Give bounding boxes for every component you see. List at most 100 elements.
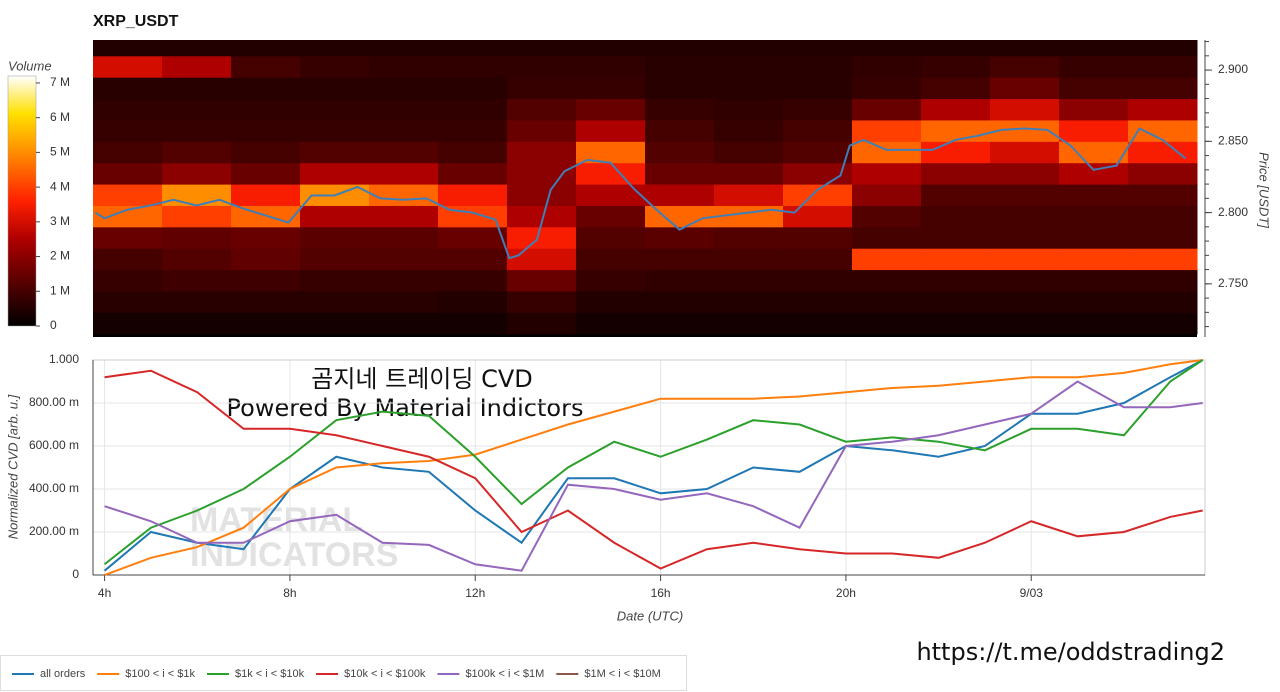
heatmap-cell xyxy=(1059,55,1129,78)
y-axis-title: Normalized CVD [arb. u.] xyxy=(5,394,20,539)
colorbar-tick-label: 5 M xyxy=(50,145,70,159)
y-tick-label: 2.850 xyxy=(1218,133,1248,147)
legend-label: $100k < i < $1M xyxy=(465,668,544,680)
heatmap-cell xyxy=(300,205,370,228)
heatmap-cell xyxy=(990,290,1060,313)
heatmap-cell xyxy=(1128,98,1198,121)
heatmap-cell xyxy=(576,162,646,185)
heatmap-cell xyxy=(645,290,715,313)
heatmap-cell xyxy=(507,55,577,78)
heatmap-cell xyxy=(576,312,646,335)
heatmap-cell xyxy=(852,248,922,271)
cvd-line xyxy=(104,369,1203,570)
heatmap-cell xyxy=(369,40,439,57)
colorbar-tick-label: 7 M xyxy=(50,75,70,89)
heatmap-cell xyxy=(852,98,922,121)
heatmap-cell xyxy=(852,40,922,57)
heatmap-cell xyxy=(714,312,784,335)
chart-title: XRP_USDT xyxy=(93,13,179,30)
heatmap-cell xyxy=(921,119,991,142)
heatmap-cell xyxy=(1128,77,1198,100)
heatmap-cell xyxy=(438,226,508,249)
heatmap-cell xyxy=(852,77,922,100)
heatmap-cell xyxy=(162,248,232,271)
heatmap-cell xyxy=(300,290,370,313)
heatmap-cell xyxy=(645,184,715,206)
heatmap-cell xyxy=(1059,269,1129,292)
heatmap-cell xyxy=(369,141,439,164)
heatmap-cell xyxy=(1128,141,1198,164)
heatmap-cell xyxy=(507,205,577,228)
heatmap-cell xyxy=(300,312,370,335)
heatmap-cell xyxy=(1128,312,1198,335)
heatmap-cell xyxy=(1128,205,1198,228)
heatmap-cell xyxy=(1128,184,1198,206)
heatmap-cell xyxy=(645,162,715,185)
heatmap-cell xyxy=(921,141,991,164)
heatmap-cell xyxy=(990,205,1060,228)
heatmap-cell xyxy=(921,98,991,121)
heatmap-cell xyxy=(369,205,439,228)
watermark: INDICATORS xyxy=(190,536,398,574)
heatmap-cell xyxy=(162,119,232,142)
x-tick-label: 12h xyxy=(465,586,485,600)
heatmap-cell xyxy=(93,55,163,78)
heatmap-cell xyxy=(507,40,577,57)
heatmap-cell xyxy=(990,312,1060,335)
heatmap-cell xyxy=(438,98,508,121)
heatmap-cell xyxy=(1059,77,1129,100)
heatmap-cell xyxy=(645,55,715,78)
heatmap-cell xyxy=(507,290,577,313)
heatmap-cell xyxy=(369,312,439,335)
colorbar-tick-label: 2 M xyxy=(50,249,70,263)
heatmap-cell xyxy=(231,141,301,164)
heatmap-cell xyxy=(1128,55,1198,78)
heatmap-cell xyxy=(645,98,715,121)
heatmap-cell xyxy=(507,98,577,121)
heatmap-cell xyxy=(783,226,853,249)
heatmap-cell xyxy=(1059,205,1129,228)
heatmap-cell xyxy=(990,248,1060,271)
y-tick-label: 2.800 xyxy=(1218,205,1248,219)
heatmap-cell xyxy=(1128,269,1198,292)
y-axis-title: Price [USDT] xyxy=(1257,152,1272,228)
heatmap-cell xyxy=(93,77,163,100)
heatmap-cell xyxy=(990,119,1060,142)
heatmap-cell xyxy=(783,290,853,313)
heatmap-cell xyxy=(300,119,370,142)
heatmap-cell xyxy=(576,77,646,100)
heatmap-cell xyxy=(852,184,922,206)
heatmap-cell xyxy=(300,269,370,292)
price-line xyxy=(94,127,1187,260)
heatmap-cell xyxy=(990,184,1060,206)
heatmap-cell xyxy=(714,162,784,185)
heatmap-cell xyxy=(300,55,370,78)
heatmap-cell xyxy=(231,55,301,78)
heatmap-cell xyxy=(369,248,439,271)
heatmap-cell xyxy=(93,184,163,206)
heatmap-cell xyxy=(438,248,508,271)
heatmap-cell xyxy=(852,312,922,335)
heatmap-cell xyxy=(507,77,577,100)
heatmap-cell xyxy=(438,141,508,164)
cvd-line xyxy=(103,359,1204,566)
heatmap-cell xyxy=(645,141,715,164)
heatmap-cell xyxy=(300,98,370,121)
heatmap-cell xyxy=(438,40,508,57)
heatmap-cell xyxy=(576,248,646,271)
heatmap-cell xyxy=(369,162,439,185)
heatmap-cell xyxy=(852,290,922,313)
heatmap-cell xyxy=(921,40,991,57)
heatmap-cell xyxy=(438,269,508,292)
heatmap-cell xyxy=(162,141,232,164)
heatmap-cell xyxy=(1059,184,1129,206)
heatmap-cell xyxy=(852,205,922,228)
heatmap-cell xyxy=(93,119,163,142)
heatmap-cell xyxy=(231,184,301,206)
heatmap-cell xyxy=(990,77,1060,100)
heatmap-cell xyxy=(1059,141,1129,164)
heatmap-cell xyxy=(852,119,922,142)
x-tick-label: 20h xyxy=(836,586,856,600)
heatmap-cell xyxy=(438,119,508,142)
heatmap-cell xyxy=(162,290,232,313)
